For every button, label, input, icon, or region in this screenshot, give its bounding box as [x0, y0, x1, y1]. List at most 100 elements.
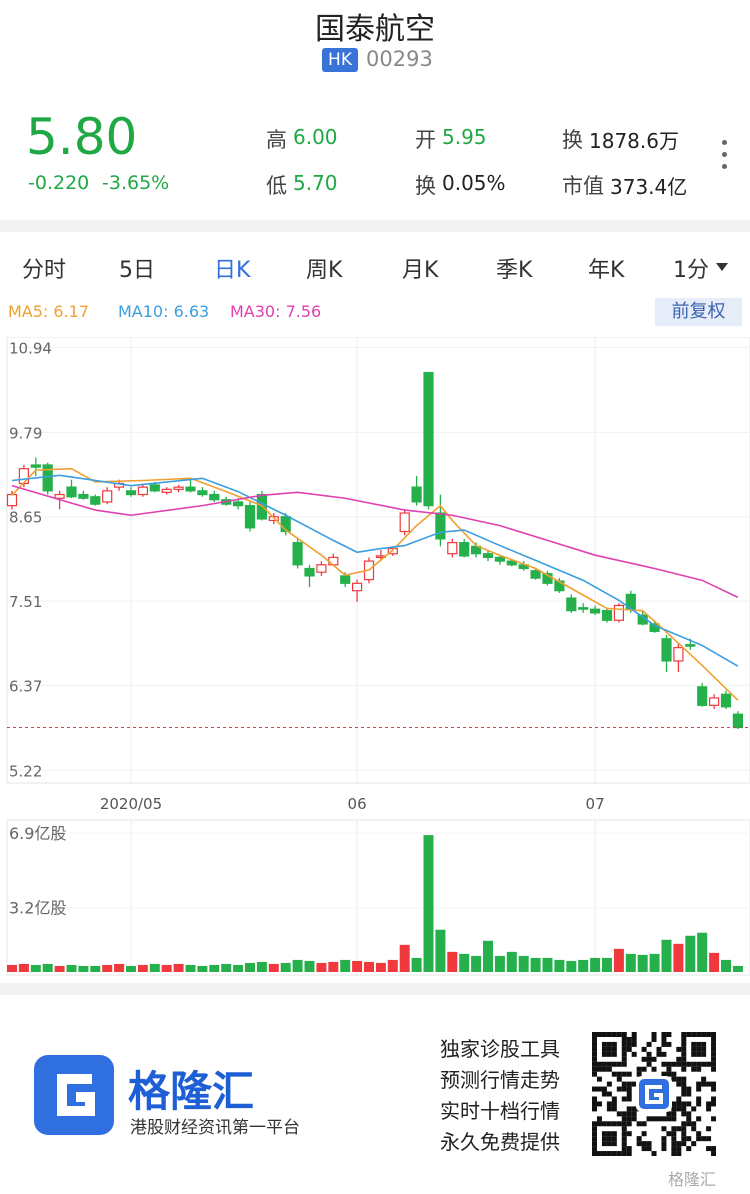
separator [0, 983, 750, 995]
volume-bar [637, 954, 648, 972]
qr-module [706, 1146, 712, 1152]
tab[interactable]: 年K [588, 258, 625, 283]
qr-module [592, 1046, 597, 1052]
qr-module [611, 1121, 617, 1127]
brand: 格隆汇 [128, 1067, 255, 1116]
qr-module [686, 1116, 692, 1122]
qr-module [681, 1081, 687, 1087]
qr-module [711, 1032, 716, 1037]
tab[interactable]: 月K [402, 258, 439, 283]
qr-module [631, 1051, 637, 1057]
qr-module [631, 1032, 637, 1037]
qr-module [646, 1116, 652, 1122]
qr-module [636, 1066, 642, 1072]
qr-module [611, 1051, 617, 1057]
qr-module [592, 1061, 597, 1067]
qr-module [606, 1121, 612, 1127]
y-tick-label: 6.37 [9, 677, 42, 695]
qr-module [696, 1131, 702, 1137]
qr-module [691, 1032, 697, 1037]
qr-module [696, 1061, 702, 1067]
qr-module [686, 1111, 692, 1117]
qr-module [621, 1141, 627, 1147]
qr-module [601, 1086, 607, 1092]
qr-module [671, 1076, 677, 1082]
stock-title: 国泰航空 [315, 12, 435, 47]
tab[interactable]: 分时 [22, 258, 67, 283]
qr-module [711, 1041, 716, 1047]
qr-module [636, 1141, 642, 1147]
qr-module [701, 1032, 707, 1037]
qr-module [641, 1056, 647, 1062]
stock-code: 00293 [366, 47, 433, 71]
qr-module [601, 1121, 607, 1127]
qr-module [656, 1046, 662, 1052]
volume-bar [709, 952, 720, 972]
candle-body [78, 493, 89, 499]
qr-module [696, 1086, 702, 1092]
x-tick-label: 07 [586, 795, 605, 813]
candle-body [304, 567, 315, 577]
qr-module [592, 1086, 597, 1092]
volume-bar [90, 965, 101, 972]
volume-bar [697, 932, 708, 972]
tab[interactable]: 周K [306, 258, 343, 283]
volume-bar [78, 965, 89, 972]
adjust-button[interactable]: 前复权 [655, 298, 742, 326]
qr-module [686, 1086, 692, 1092]
qr-module [621, 1051, 627, 1057]
tab[interactable]: 季K [496, 258, 533, 283]
qr-module [621, 1096, 627, 1102]
tab[interactable]: 1分 [673, 258, 709, 283]
qr-module [611, 1071, 617, 1077]
qr-module [671, 1151, 677, 1156]
dropdown-arrow[interactable] [716, 263, 728, 271]
qr-module [681, 1141, 687, 1147]
tab[interactable]: 日K [214, 258, 251, 283]
volume-bar [423, 835, 434, 972]
qr-module [686, 1091, 692, 1097]
qr-module [621, 1071, 627, 1077]
qr-module [592, 1056, 597, 1062]
qr-module [691, 1066, 697, 1072]
volume-bar [173, 963, 184, 972]
volume-bar [673, 943, 684, 972]
qr-module [711, 1046, 716, 1052]
qr-module [621, 1146, 627, 1152]
qr-module [592, 1071, 597, 1077]
more-menu[interactable] [722, 140, 727, 169]
volume-bar [732, 965, 743, 972]
qr-module [606, 1061, 612, 1067]
qr-module [616, 1121, 622, 1127]
qr-module [671, 1061, 677, 1067]
candle-body [292, 542, 303, 566]
qr-module [621, 1036, 627, 1042]
volume-bar [721, 959, 731, 972]
qr-module [636, 1136, 642, 1142]
qr-module [691, 1126, 697, 1132]
candle-body [42, 464, 53, 492]
qr-module [636, 1121, 642, 1127]
volume-bar [197, 965, 208, 972]
volume-bar [530, 957, 541, 972]
candle-body [530, 570, 541, 579]
tab[interactable]: 5日 [119, 258, 155, 283]
qr-module [596, 1086, 602, 1092]
qr-module [711, 1066, 716, 1072]
qr-module [621, 1061, 627, 1067]
qr-module [706, 1101, 712, 1107]
qr-module [651, 1036, 657, 1042]
qr-module [641, 1121, 647, 1127]
qr-module [606, 1066, 612, 1072]
qr-module [676, 1076, 682, 1082]
qr-module [596, 1066, 602, 1072]
qr-module [686, 1136, 692, 1142]
volume-bar [518, 955, 529, 972]
qr-module [681, 1106, 687, 1112]
qr-module [646, 1056, 652, 1062]
volume-panel [6, 819, 750, 976]
qr-module [686, 1146, 692, 1152]
candle-body [209, 493, 220, 501]
candle-body [90, 496, 101, 505]
